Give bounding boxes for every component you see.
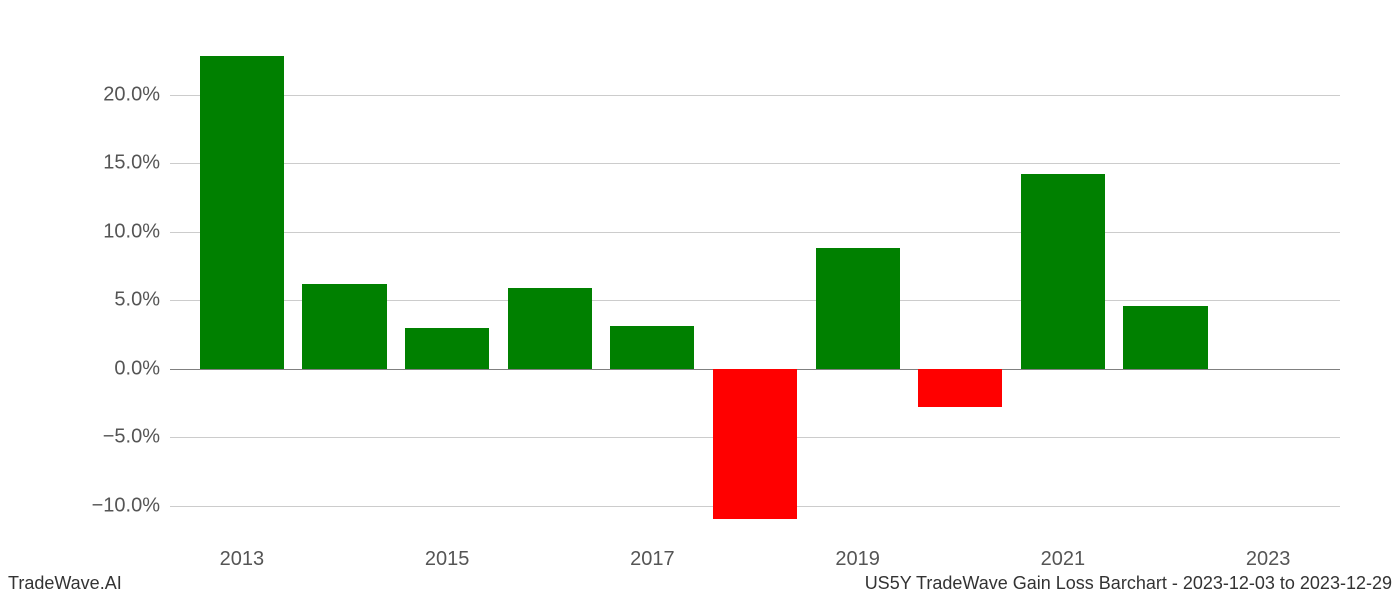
bar-2018 xyxy=(713,369,797,520)
y-tick-label: 5.0% xyxy=(40,289,160,312)
footer-caption: US5Y TradeWave Gain Loss Barchart - 2023… xyxy=(865,573,1392,594)
y-tick-label: 20.0% xyxy=(40,83,160,106)
bar-2019 xyxy=(816,248,900,369)
bar-2022 xyxy=(1123,306,1207,369)
bar-2020 xyxy=(918,369,1002,407)
gridline xyxy=(170,95,1340,96)
x-tick-label: 2015 xyxy=(425,548,470,571)
gridline xyxy=(170,163,1340,164)
bar-2017 xyxy=(610,326,694,368)
x-tick-label: 2021 xyxy=(1041,548,1086,571)
bar-2014 xyxy=(302,284,386,369)
x-tick-label: 2023 xyxy=(1246,548,1291,571)
bar-2015 xyxy=(405,328,489,369)
bar-2016 xyxy=(508,288,592,369)
x-tick-label: 2019 xyxy=(835,548,880,571)
footer-brand: TradeWave.AI xyxy=(8,573,122,594)
bar-2013 xyxy=(200,56,284,368)
y-tick-label: 15.0% xyxy=(40,152,160,175)
bar-2021 xyxy=(1021,174,1105,369)
y-tick-label: −10.0% xyxy=(40,494,160,517)
plot-area xyxy=(170,40,1340,540)
y-tick-label: −5.0% xyxy=(40,426,160,449)
y-tick-label: 0.0% xyxy=(40,357,160,380)
x-tick-label: 2017 xyxy=(630,548,675,571)
y-tick-label: 10.0% xyxy=(40,220,160,243)
chart-plot-area xyxy=(170,40,1340,540)
gridline xyxy=(170,232,1340,233)
x-tick-label: 2013 xyxy=(220,548,265,571)
